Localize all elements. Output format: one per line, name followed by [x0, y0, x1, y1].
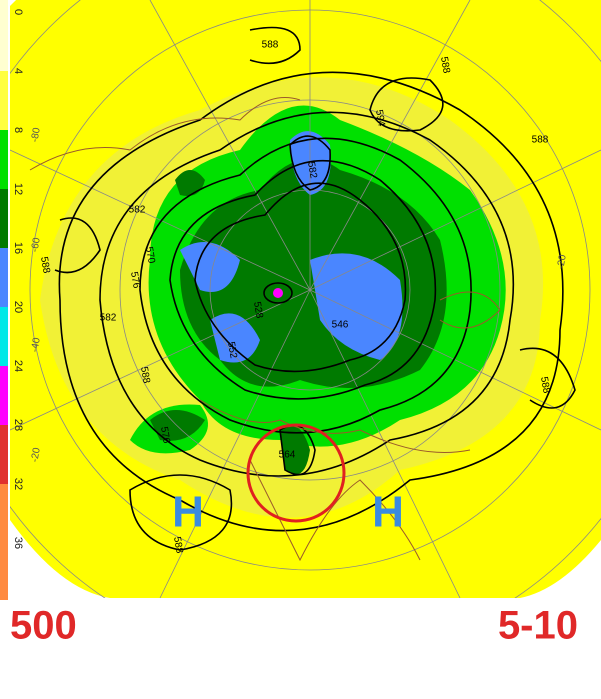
- colorbar: 0 4 8 12 16 20 24 28 32 36: [0, 0, 24, 600]
- blue-zone: [210, 313, 260, 363]
- contour-label: 582: [100, 313, 117, 324]
- colorbar-segment: [0, 71, 8, 130]
- colorbar-label: 20: [12, 301, 24, 313]
- colorbar-segment: [0, 425, 8, 484]
- colorbar-label: 28: [12, 419, 24, 431]
- latitude-label: -20: [29, 447, 42, 464]
- contour-label: 588: [438, 56, 452, 75]
- colorbar-label: 24: [12, 360, 24, 372]
- corner: [520, 540, 601, 598]
- blue-zone: [310, 253, 403, 360]
- colorbar-segment: [0, 130, 8, 189]
- contour-label: 588: [532, 135, 549, 146]
- colorbar-segment: [0, 484, 8, 543]
- colorbar-label: 8: [12, 127, 24, 133]
- high-pressure-label: H: [172, 488, 204, 537]
- contour-label: 528: [251, 301, 265, 320]
- magenta-spot: [273, 288, 283, 298]
- contour-label: 570: [143, 246, 157, 265]
- contour-label: 564: [279, 450, 296, 461]
- high-pressure-label: H: [372, 488, 404, 537]
- colorbar-segment: [0, 0, 8, 71]
- contour-label: 576: [158, 426, 172, 445]
- colorbar-segment: [0, 189, 8, 248]
- colorbar-label: 4: [12, 68, 24, 74]
- latitude-label: -80: [29, 127, 42, 144]
- corner: [10, 520, 110, 598]
- colorbar-segment: [0, 307, 8, 366]
- colorbar-label: 0: [12, 9, 24, 15]
- latitude-label: -60: [29, 237, 42, 254]
- contour-label: 588: [538, 376, 552, 395]
- contour-label: 582: [129, 205, 146, 216]
- colorbar-label: 16: [12, 242, 24, 254]
- contour-label: 588: [138, 366, 152, 385]
- highlight-circle: [246, 423, 346, 523]
- green-zone: [175, 170, 205, 196]
- contour-label: 576: [128, 271, 142, 290]
- contour-label: 588: [262, 40, 279, 51]
- colorbar-segment: [0, 248, 8, 307]
- colorbar-label: 12: [12, 183, 24, 195]
- contour-label: 546: [332, 320, 349, 331]
- level-label: 500: [10, 604, 77, 648]
- contour-label: 588: [171, 536, 185, 555]
- latitude-label: -40: [29, 337, 42, 354]
- latitude-label: -20: [555, 254, 568, 271]
- period-label: 5-10: [498, 604, 578, 648]
- contour-label: 552: [225, 341, 239, 360]
- colorbar-segment: [0, 543, 8, 600]
- contour-label: 582: [305, 161, 319, 180]
- dark-green-zone: [280, 425, 310, 475]
- contours: [54, 26, 576, 551]
- colorbar-label: 32: [12, 478, 24, 490]
- contour-label: 594: [373, 109, 387, 128]
- colorbar-label: 36: [12, 537, 24, 549]
- dark-green-zone: [150, 410, 205, 441]
- colorbar-segment: [0, 366, 8, 425]
- contour-label: 588: [38, 256, 52, 275]
